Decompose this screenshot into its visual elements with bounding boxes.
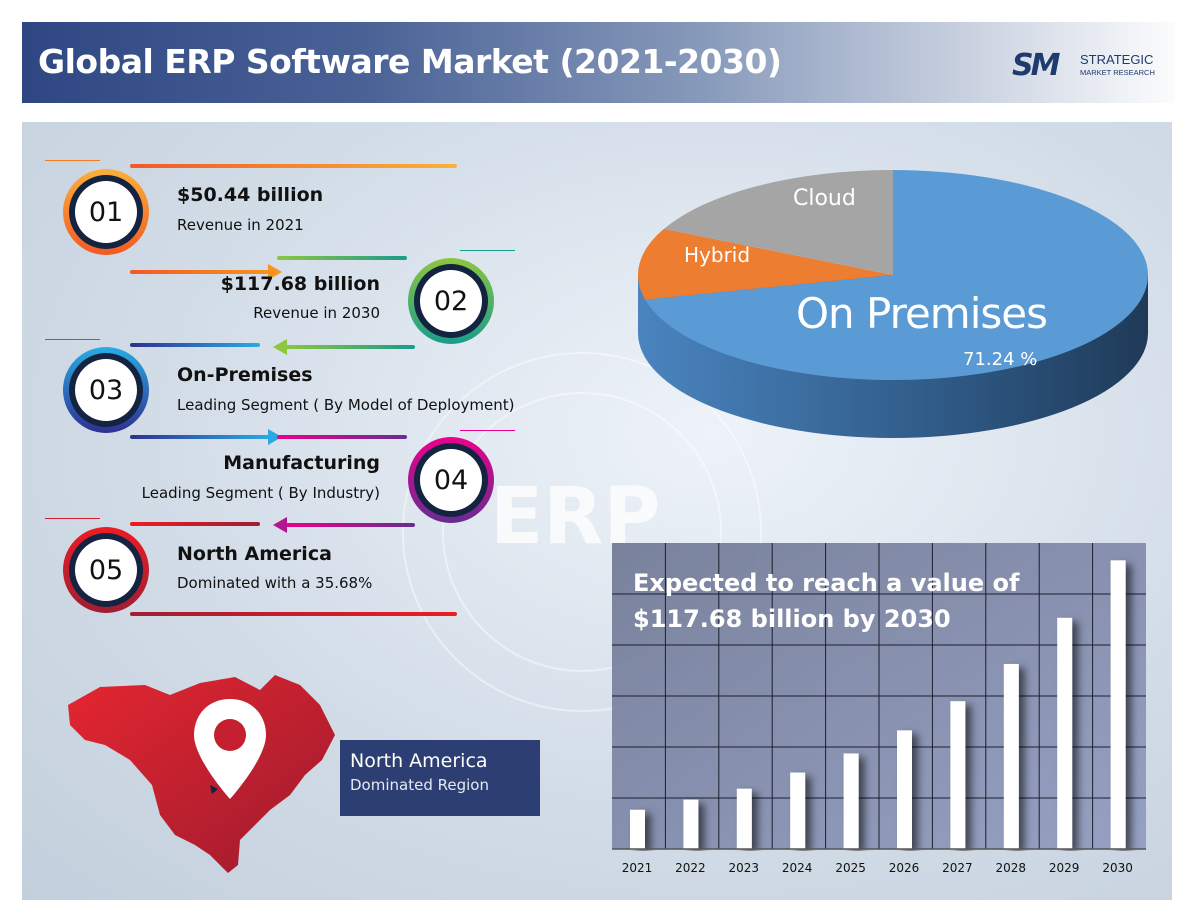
pie-label-on-premises: On Premises — [796, 289, 1047, 338]
x-tick-label: 2024 — [781, 861, 813, 875]
arrow-right-icon — [268, 264, 282, 280]
step-badge-03: 03 — [63, 347, 149, 433]
item-subtitle: Leading Segment ( By Model of Deployment… — [177, 396, 515, 414]
connector-line — [130, 270, 270, 274]
item-subtitle: Leading Segment ( By Industry) — [141, 484, 380, 502]
item-title: On-Premises — [177, 364, 313, 386]
header-banner: Global ERP Software Market (2021-2030) S… — [22, 22, 1175, 103]
item-subtitle: Dominated with a 35.68% — [177, 574, 373, 592]
revenue-bar-chart — [612, 543, 1146, 850]
location-pin-icon — [194, 699, 266, 799]
x-tick-label: 2022 — [675, 861, 706, 875]
decor-line — [460, 430, 515, 431]
x-tick-label: 2021 — [621, 861, 653, 875]
x-tick-label: 2028 — [995, 861, 1027, 875]
connector-line — [285, 523, 415, 527]
bar-2028 — [1003, 663, 1019, 849]
bar-2022 — [683, 799, 699, 849]
logo-mark: SM — [1012, 48, 1061, 83]
step-badge-02: 02 — [408, 258, 494, 344]
decor-line — [130, 343, 260, 347]
pie-slice-cloud — [663, 170, 893, 275]
decor-line — [45, 339, 100, 340]
x-tick-label: 2029 — [1048, 861, 1080, 875]
region-label-box: North America Dominated Region — [340, 740, 540, 816]
page-title: Global ERP Software Market (2021-2030) — [38, 42, 782, 81]
item-title: $50.44 billion — [177, 184, 324, 206]
logo-line1: STRATEGIC — [1080, 52, 1154, 67]
step-badge-01: 01 — [63, 169, 149, 255]
arrow-right-icon — [268, 429, 282, 445]
decor-line — [130, 164, 457, 168]
bar-2025 — [843, 753, 859, 849]
step-badge-05: 05 — [63, 527, 149, 613]
connector-line — [285, 345, 415, 349]
bar-2027 — [950, 701, 966, 849]
step-number: 04 — [420, 449, 482, 511]
arrow-left-icon — [273, 517, 287, 533]
pie-slice-on-premises — [645, 170, 1148, 381]
background-circle — [442, 392, 722, 672]
connector-line — [130, 435, 270, 439]
step-number: 02 — [420, 270, 482, 332]
decor-line — [277, 256, 407, 260]
bar-2026 — [897, 730, 912, 849]
bar-title-line1: Expected to reach a value of — [633, 569, 1020, 597]
background-circle — [402, 352, 762, 712]
region-title: North America — [350, 750, 488, 772]
x-tick-label: 2023 — [728, 861, 760, 875]
step-number: 05 — [75, 539, 137, 601]
bar-title-line2: $117.68 billion by 2030 — [633, 605, 951, 633]
logo: SM STRATEGIC MARKET RESEARCH — [1012, 48, 1162, 83]
decor-line — [460, 250, 515, 251]
bar-2023 — [736, 788, 752, 849]
deployment-pie-chart: Cloud Hybrid On Premises 71.24 % — [638, 170, 1148, 438]
pie-slice-hybrid — [638, 228, 893, 300]
step-number: 03 — [75, 359, 137, 421]
decor-line — [130, 612, 457, 616]
decor-line — [45, 518, 100, 519]
bar-chart-title: Expected to reach a value of $117.68 bil… — [633, 565, 1019, 637]
region-subtitle: Dominated Region — [350, 776, 489, 794]
bar-2029 — [1057, 617, 1073, 849]
x-tick-label: 2027 — [942, 861, 973, 875]
item-subtitle: Revenue in 2030 — [253, 304, 380, 322]
step-badge-04: 04 — [408, 437, 494, 523]
item-title: $117.68 billion — [220, 273, 380, 295]
pie-value-on-premises: 71.24 % — [963, 349, 1037, 370]
decor-line — [130, 522, 260, 526]
item-subtitle: Revenue in 2021 — [177, 216, 304, 234]
decor-line — [277, 435, 407, 439]
arrow-left-icon — [273, 339, 287, 355]
bar-2021 — [630, 809, 645, 849]
item-title: North America — [177, 543, 332, 565]
decor-line — [45, 160, 100, 161]
pie-label-cloud: Cloud — [793, 186, 856, 211]
bar-2024 — [790, 772, 806, 849]
pie-label-hybrid: Hybrid — [684, 243, 750, 267]
x-tick-label: 2026 — [888, 861, 920, 875]
bar-2030 — [1110, 560, 1126, 849]
x-tick-label: 2030 — [1102, 861, 1133, 875]
step-number: 01 — [75, 181, 137, 243]
x-tick-label: 2025 — [835, 861, 866, 875]
logo-line2: MARKET RESEARCH — [1080, 68, 1155, 77]
item-title: Manufacturing — [223, 452, 380, 474]
